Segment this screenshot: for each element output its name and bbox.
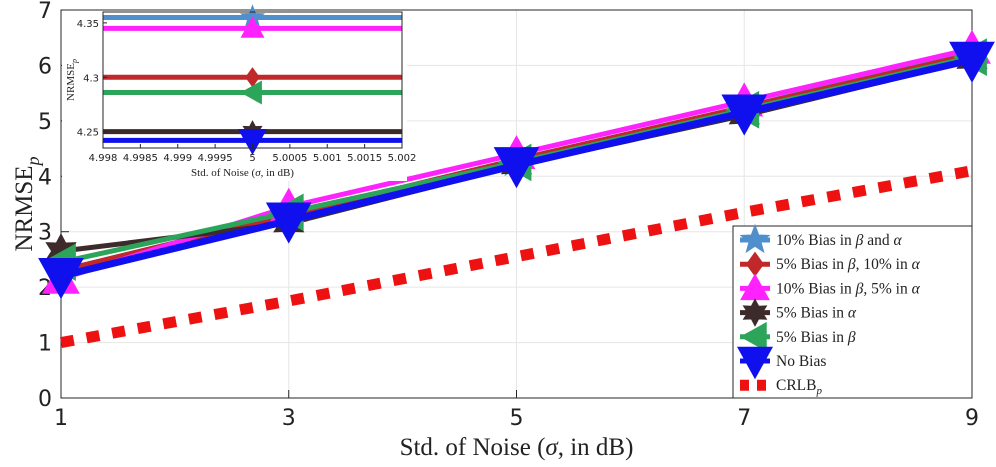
inset-x-tick-label: 4.999 — [163, 153, 192, 164]
legend-swatch-marker — [736, 346, 774, 380]
legend-label: 10% Bias in β and α — [776, 232, 903, 249]
x-tick-label: 9 — [965, 406, 979, 431]
inset-series-4 — [103, 80, 402, 105]
legend-entry-2: 10% Bias in β, 5% in α — [740, 273, 921, 301]
y-tick-label: 3 — [38, 221, 52, 246]
y-tick-label: 5 — [38, 110, 52, 135]
data-point — [949, 41, 995, 83]
inset-x-tick-label: 5.001 — [313, 153, 342, 164]
inset-y-tick-label: 4.35 — [77, 19, 99, 30]
legend-swatch-marker — [739, 223, 771, 254]
legend-entry-6: CRLBp — [740, 377, 822, 397]
inset-series-2 — [103, 16, 402, 38]
y-tick-label: 1 — [38, 332, 52, 357]
y-axis-label: NRMSEp — [11, 156, 43, 251]
inset-series-5 — [103, 128, 402, 156]
data-point — [265, 202, 312, 244]
data-point — [493, 147, 540, 189]
legend-entry-4: 5% Bias in β — [739, 321, 856, 352]
legend-label: 5% Bias in β, 10% in α — [776, 256, 921, 273]
data-point — [38, 257, 84, 300]
series-5 — [38, 41, 995, 300]
x-tick-label: 7 — [737, 406, 751, 431]
legend-label: 5% Bias in α — [776, 305, 857, 322]
legend-entry-5: No Bias — [736, 346, 826, 380]
inset-data-point — [240, 16, 265, 38]
inset-y-tick-label: 4.25 — [77, 128, 99, 139]
y-tick-label: 0 — [38, 387, 52, 412]
inset-data-point — [240, 80, 262, 105]
inset-x-tick-label: 4.998 — [89, 153, 118, 164]
legend-label: No Bias — [776, 353, 826, 370]
inset-y-tick-label: 4.3 — [83, 73, 99, 84]
x-tick-label: 5 — [510, 406, 524, 431]
legend-swatch-marker — [739, 321, 767, 352]
legend-label: CRLBp — [776, 377, 822, 397]
inset-data-point — [238, 128, 267, 156]
legend-swatch-marker — [742, 298, 768, 327]
inset-x-tick-label: 5.0015 — [347, 153, 382, 164]
x-axis-label: Std. of Noise (σ, in dB) — [400, 434, 634, 461]
inset-plot: 4.998 4.9985 4.999 4.9995 5 5.0005 5.001 5.0015… — [62, 4, 417, 181]
x-tick-label: 3 — [282, 406, 296, 431]
legend-entry-1: 5% Bias in β, 10% in α — [740, 251, 921, 277]
inset-x-axis-label: Std. of Noise (σ, in dB) — [191, 167, 294, 179]
inset-x-tick-label: 4.9985 — [123, 153, 158, 164]
data-point — [721, 94, 768, 136]
legend-entry-0: 10% Bias in β and α — [739, 223, 903, 254]
y-tick-label: 6 — [38, 54, 52, 79]
inset-x-tick-label: 5.0005 — [272, 153, 307, 164]
legend-entry-3: 5% Bias in α — [740, 298, 857, 327]
inset-x-tick-label: 5 — [249, 153, 255, 164]
inset-x-tick-label: 5.002 — [388, 153, 417, 164]
legend-label: 5% Bias in β — [776, 329, 856, 346]
inset-y-axis-label: NRMSEp — [65, 59, 79, 101]
y-tick-label: 7 — [38, 0, 52, 24]
x-tick-label: 1 — [54, 406, 68, 431]
legend: 10% Bias in β and α 5% Bias in β, 10% in … — [732, 223, 973, 399]
inset-x-tick-label: 4.9995 — [198, 153, 233, 164]
legend-label: 10% Bias in β, 5% in α — [776, 280, 921, 297]
y-tick-label: 4 — [38, 165, 52, 190]
legend-box — [732, 225, 973, 399]
